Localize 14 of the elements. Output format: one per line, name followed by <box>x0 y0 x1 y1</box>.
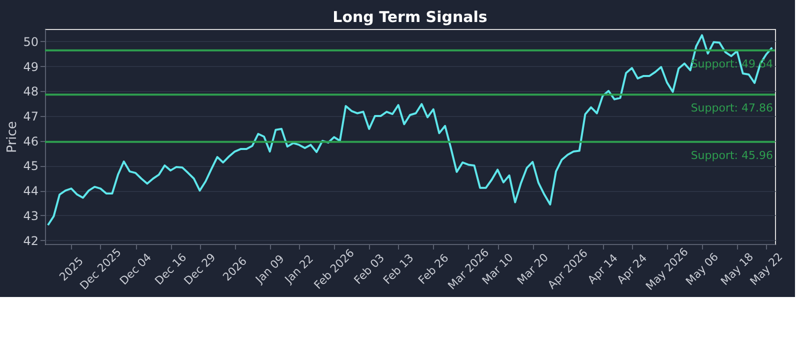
y-tick-label: 45 <box>23 159 38 174</box>
y-tick-label: 48 <box>23 84 38 99</box>
y-axis-title: Price <box>5 121 20 153</box>
line-series <box>46 34 774 226</box>
y-tick-label: 50 <box>23 34 38 49</box>
y-tick-label: 44 <box>23 184 38 198</box>
y-tick-label: 43 <box>23 208 38 223</box>
y-tick-label: 42 <box>23 234 38 248</box>
ref-line-label: Support: 47.86 <box>690 102 773 115</box>
y-tick-label: 46 <box>23 134 38 148</box>
chart-title: Long Term Signals <box>332 8 488 26</box>
y-tick-label: 49 <box>23 60 38 74</box>
ref-line-label: Support: 45.96 <box>690 148 773 162</box>
y-tick-label: 47 <box>23 109 38 124</box>
